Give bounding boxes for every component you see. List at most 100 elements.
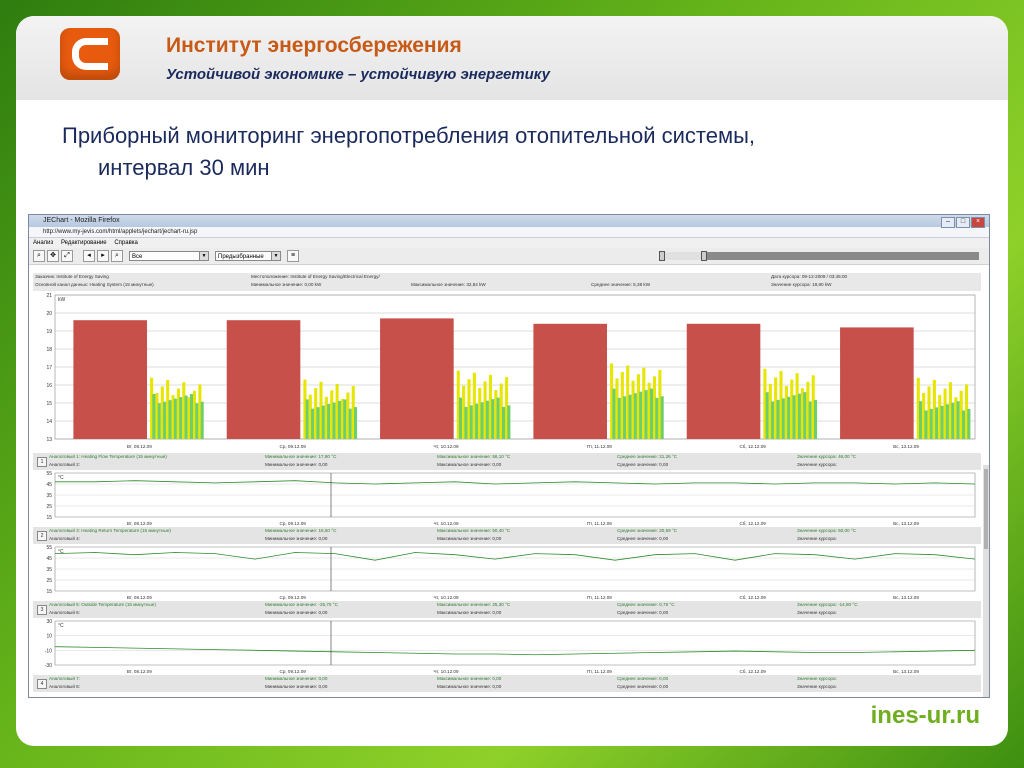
bar-min-heating — [332, 402, 336, 439]
y-tick-label: 25 — [46, 504, 52, 510]
y-tick-label: 30 — [46, 619, 52, 625]
bar-night-heating — [642, 367, 646, 439]
y-tick-label: 55 — [46, 471, 52, 477]
series-line — [55, 480, 976, 485]
menu-analysis[interactable]: Анализ — [33, 240, 54, 246]
bar-min-heating — [469, 405, 473, 439]
bar-day-heating — [686, 323, 761, 439]
series-number[interactable]: 3 — [37, 605, 47, 615]
bar-min-heating — [305, 399, 309, 439]
select-all-dropdown[interactable]: Все ▼ — [129, 251, 209, 261]
bar-min-heating — [639, 391, 643, 439]
info-max: Максимальное значение: 32,84 kW — [411, 282, 486, 287]
bar-min-heating — [951, 402, 955, 439]
bar-night-heating — [647, 382, 651, 439]
back-icon[interactable]: ◂ — [83, 250, 95, 262]
x-tick-label: Вс, 13.12.09 — [893, 444, 919, 449]
bar-night-heating — [774, 377, 778, 439]
main-energy-chart[interactable]: 21 20 19 18 17 16 15 14 13 kW Вт, 08.12.09 Ср, 09.1… — [33, 293, 981, 457]
scrollbar-thumb[interactable] — [984, 469, 988, 549]
bar-day-heating — [380, 318, 454, 439]
slide-title-line2: интервал 30 мин — [98, 155, 270, 180]
bar-min-heating — [327, 404, 331, 439]
series-max-2: Максимальное значение: 0,00 — [437, 684, 502, 689]
x-tick-label: Сб, 12.12.09 — [739, 669, 766, 674]
slide: Институт энергосбережения Устойчивой эко… — [16, 16, 1008, 746]
y-tick-label: 17 — [46, 365, 52, 371]
forward-icon[interactable]: ▸ — [97, 250, 109, 262]
series-min: Минимальное значение: 17,80 °C — [265, 454, 337, 459]
bar-night-heating — [763, 368, 767, 439]
slider-handle-right[interactable] — [701, 251, 707, 261]
menu-edit[interactable]: Редактирование — [60, 240, 107, 246]
search-icon[interactable]: ⌕ — [111, 250, 123, 262]
move-icon[interactable]: ✥ — [47, 250, 59, 262]
series-line — [54, 646, 976, 656]
bar-min-heating — [787, 396, 791, 439]
series-name: Аналоговый 5: Outside Temperature (15 ми… — [49, 602, 156, 607]
series-cursor: Значение курсора: 50,00 °C — [797, 528, 857, 533]
bar-night-heating — [187, 397, 191, 439]
series-header-2: 2 Аналоговый 3: Heating Return Temperatu… — [33, 527, 981, 544]
x-tick-label: Пт, 11.12.09 — [587, 444, 612, 449]
bar-night-heating — [615, 378, 619, 439]
close-icon[interactable]: × — [971, 217, 985, 228]
x-tick-label: Пт, 11.12.09 — [587, 669, 612, 674]
bar-min-heating — [152, 394, 156, 439]
chevron-down-icon: ▼ — [271, 252, 280, 260]
bar-night-heating — [922, 392, 926, 439]
bar-min-heating — [967, 408, 971, 439]
line-chart-1[interactable]: 55 45 35 25 15 °C Вт, 08.12.09 Ср, 09.12.09 Чт, … — [33, 471, 981, 527]
series-number[interactable]: 2 — [37, 531, 47, 541]
institute-logo-icon — [60, 28, 120, 80]
series-max: Максимальное значение: 56,10 °C — [437, 454, 511, 459]
bar-night-heating — [319, 381, 323, 439]
series-number[interactable]: 4 — [37, 679, 47, 689]
maximize-icon[interactable]: □ — [956, 217, 970, 228]
time-range-slider[interactable] — [659, 251, 979, 261]
y-tick-label: 45 — [46, 556, 52, 562]
bar-min-heating — [808, 401, 812, 439]
select-all-value: Все — [132, 254, 143, 260]
line-plot-area — [54, 620, 976, 666]
bar-night-heating — [636, 374, 640, 439]
zoom-icon[interactable]: ⌕ — [33, 250, 45, 262]
bar-min-heating — [348, 408, 352, 439]
bar-day-heating — [533, 323, 607, 439]
window-title: JEChart - Mozilla Firefox — [43, 217, 120, 224]
bar-night-heating — [150, 377, 154, 439]
settings-icon[interactable]: ≡ — [287, 250, 299, 262]
bar-min-heating — [919, 401, 923, 439]
line-chart-2[interactable]: 55 45 35 25 15 °C Вт, 08.12.09 Ср, 09.12.09 Чт, … — [33, 545, 981, 601]
fit-icon[interactable]: ⤢ — [61, 250, 73, 262]
slider-handle-left[interactable] — [659, 251, 665, 261]
bar-night-heating — [790, 379, 794, 439]
slide-header: Институт энергосбережения Устойчивой эко… — [16, 16, 1008, 100]
url-bar[interactable]: http://www.my-jevis.com/html/applets/jec… — [29, 227, 989, 238]
bar-night-heating — [160, 386, 164, 439]
line-chart-3[interactable]: 30 10 -10 -30 °C Вт, 08.12.09 Ср, 09.12.09 Чт, … — [33, 619, 981, 675]
bar-night-heating — [938, 395, 942, 439]
bar-night-heating — [467, 379, 471, 439]
bar-min-heating — [157, 403, 161, 439]
series-avg-2: Среднее значение: 0,00 — [617, 684, 669, 689]
menu-help[interactable]: Справка — [114, 240, 138, 246]
bar-min-heating — [200, 401, 204, 439]
footer-logo: ines-ur.ru — [870, 702, 980, 729]
scrollbar[interactable] — [983, 465, 989, 697]
x-tick-label: Вт, 08.12.09 — [127, 444, 152, 449]
bar-min-heating — [163, 401, 167, 439]
preset-dropdown[interactable]: Предызбранные ▼ — [215, 251, 281, 261]
menu-bar: Анализ Редактирование Справка — [29, 238, 989, 248]
bar-night-heating — [483, 381, 487, 439]
x-tick-label: Чт, 10.12.09 — [433, 669, 459, 674]
bar-night-heating — [620, 372, 624, 439]
y-tick-label: 21 — [46, 293, 52, 299]
bar-night-heating — [198, 384, 202, 439]
bar-min-heating — [475, 403, 479, 439]
bar-min-heating — [924, 410, 928, 439]
minimize-icon[interactable]: – — [941, 217, 955, 228]
info-min: Минимальное значение: 0,00 kW — [251, 282, 322, 287]
series-number[interactable]: 1 — [37, 457, 47, 467]
info-channel: Основной канал данных: Heating System (1… — [35, 282, 154, 287]
